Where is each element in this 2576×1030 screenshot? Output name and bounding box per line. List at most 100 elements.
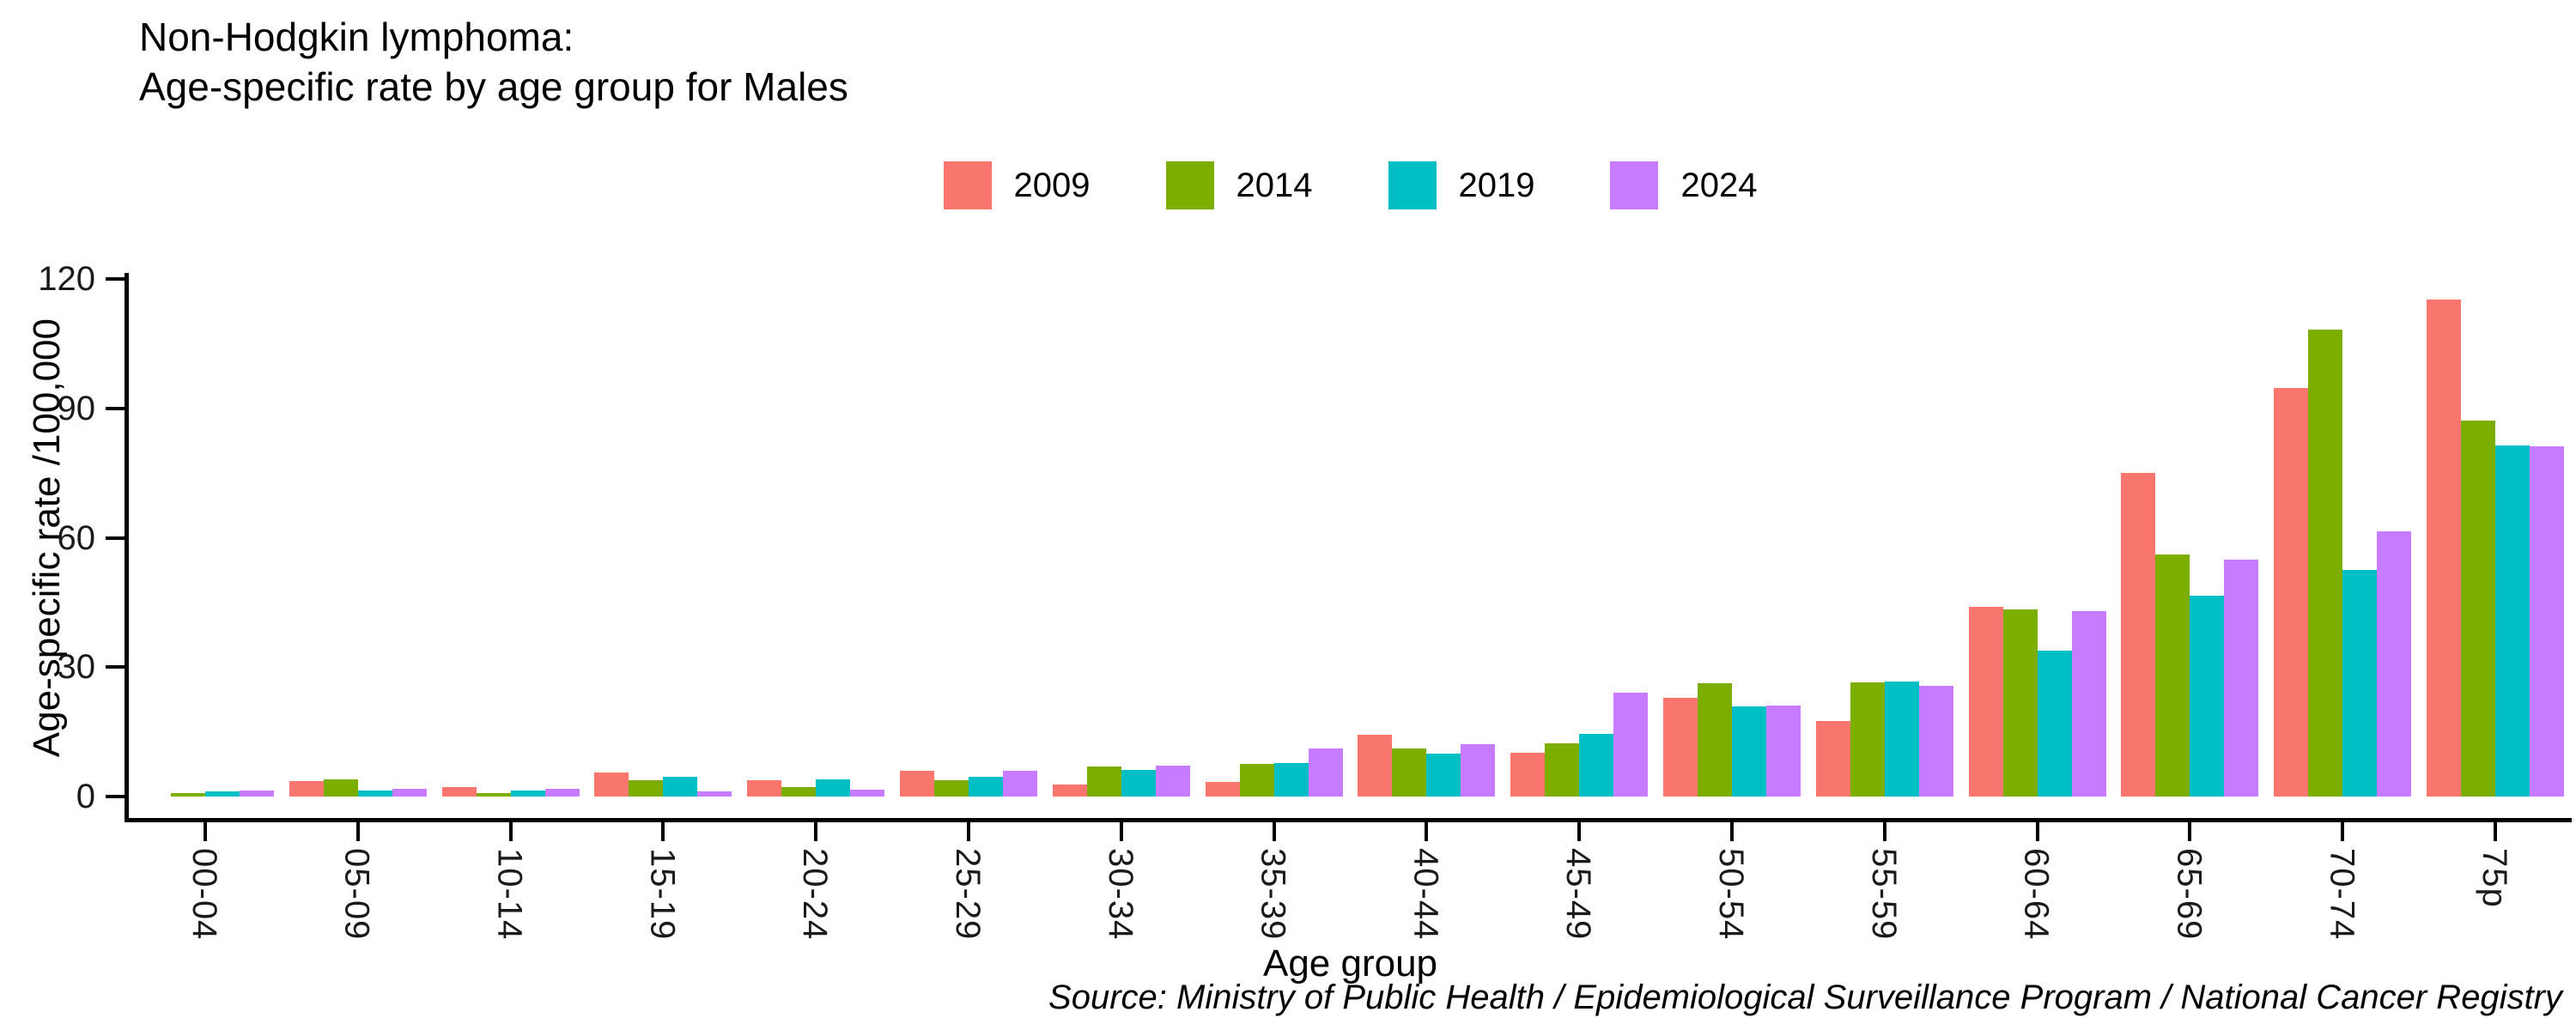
- y-tick-label-30: 30: [57, 648, 96, 687]
- chart-title-line-2: Age-specific rate by age group for Males: [139, 64, 848, 109]
- x-tick-60-64: [2035, 822, 2039, 841]
- x-tick-30-34: [1119, 822, 1123, 841]
- x-tick-10-14: [508, 822, 513, 841]
- x-tick-40-44: [1425, 822, 1429, 841]
- bar-2024-35-39: [1308, 748, 1343, 797]
- bar-2024-40-44: [1461, 744, 1496, 797]
- y-tick-120: [106, 277, 125, 281]
- legend-item-2024: 2024: [1610, 161, 1757, 209]
- y-axis-line: [125, 273, 129, 822]
- bar-2014-55-59: [1850, 682, 1885, 797]
- x-tick-label-00-04: 00-04: [185, 848, 223, 941]
- x-tick-label-45-49: 45-49: [1559, 848, 1598, 941]
- bar-2024-15-19: [697, 791, 732, 797]
- x-tick-65-69: [2188, 822, 2192, 841]
- legend-item-2019: 2019: [1388, 161, 1535, 209]
- bar-2024-55-59: [1918, 686, 1953, 797]
- x-tick-70-74: [2341, 822, 2345, 841]
- bar-2019-45-49: [1579, 734, 1614, 797]
- legend-label-2014: 2014: [1236, 167, 1313, 204]
- bar-2009-55-59: [1815, 720, 1850, 797]
- bar-2014-20-24: [781, 787, 817, 797]
- bar-2009-60-64: [1968, 606, 2003, 797]
- legend-label-2019: 2019: [1458, 167, 1535, 204]
- bar-2009-40-44: [1358, 735, 1393, 797]
- bar-2014-35-39: [1239, 763, 1274, 797]
- x-tick-label-35-39: 35-39: [1254, 848, 1292, 941]
- bar-2009-65-69: [2121, 472, 2156, 797]
- bar-2009-05-09: [289, 780, 324, 797]
- bar-2024-75p: [2530, 445, 2565, 797]
- x-tick-label-15-19: 15-19: [643, 848, 682, 941]
- bar-2014-50-54: [1698, 683, 1733, 797]
- bar-2014-30-34: [1086, 766, 1121, 797]
- bar-2019-10-14: [510, 791, 545, 797]
- bar-2019-55-59: [1884, 681, 1919, 797]
- y-tick-30: [106, 665, 125, 670]
- x-tick-label-65-69: 65-69: [2170, 848, 2208, 941]
- bar-2014-75p: [2461, 420, 2496, 797]
- bar-2024-60-64: [2071, 610, 2106, 797]
- legend-swatch-2014: [1165, 161, 1214, 209]
- bar-2024-00-04: [239, 791, 274, 797]
- x-tick-45-49: [1577, 822, 1582, 841]
- legend: 2009 2014 2019 2024: [129, 161, 2572, 209]
- legend-label-2009: 2009: [1013, 167, 1091, 204]
- bar-2014-25-29: [933, 780, 969, 797]
- source-credit: Source: Ministry of Public Health / Epid…: [1048, 978, 2562, 1016]
- bar-2014-05-09: [323, 779, 358, 797]
- legend-swatch-2009: [943, 161, 992, 209]
- x-tick-label-25-29: 25-29: [948, 848, 987, 941]
- x-tick-50-54: [1730, 822, 1735, 841]
- chart-title: Non-Hodgkin lymphoma: Age-specific rate …: [139, 12, 848, 112]
- bar-2019-40-44: [1426, 753, 1461, 797]
- bar-2009-45-49: [1510, 752, 1546, 797]
- x-tick-label-30-34: 30-34: [1101, 848, 1139, 941]
- bar-2014-65-69: [2155, 554, 2190, 797]
- bar-2019-25-29: [968, 776, 1003, 797]
- y-tick-label-60: 60: [57, 518, 96, 557]
- bar-2019-60-64: [2037, 650, 2072, 797]
- x-tick-label-50-54: 50-54: [1712, 848, 1751, 941]
- bar-2014-40-44: [1392, 748, 1427, 797]
- bar-2009-30-34: [1052, 784, 1087, 797]
- bar-2019-75p: [2495, 445, 2530, 797]
- bar-2024-50-54: [1766, 705, 1801, 797]
- x-tick-label-05-09: 05-09: [337, 848, 376, 941]
- bar-2024-70-74: [2377, 530, 2412, 797]
- legend-label-2024: 2024: [1680, 167, 1758, 204]
- bar-2014-00-04: [170, 793, 205, 797]
- bar-2019-70-74: [2342, 570, 2378, 797]
- bar-2019-15-19: [663, 777, 698, 797]
- x-tick-05-09: [355, 822, 360, 841]
- bar-2019-30-34: [1121, 769, 1156, 797]
- bar-2014-10-14: [476, 793, 511, 797]
- bar-2009-35-39: [1205, 782, 1240, 797]
- x-tick-label-40-44: 40-44: [1406, 848, 1445, 941]
- x-tick-75p: [2494, 822, 2498, 841]
- bar-2014-70-74: [2308, 329, 2343, 797]
- bar-2024-30-34: [1155, 765, 1190, 797]
- y-tick-label-120: 120: [38, 260, 95, 298]
- x-tick-label-60-64: 60-64: [2017, 848, 2056, 941]
- bar-2019-20-24: [816, 779, 851, 797]
- x-tick-00-04: [203, 822, 207, 841]
- bar-2024-10-14: [544, 788, 580, 797]
- bar-2024-45-49: [1613, 693, 1649, 797]
- x-tick-label-20-24: 20-24: [796, 848, 835, 941]
- bar-2024-05-09: [392, 789, 427, 797]
- x-tick-label-55-59: 55-59: [1864, 848, 1903, 941]
- y-tick-label-90: 90: [57, 389, 96, 427]
- y-tick-label-0: 0: [76, 778, 95, 815]
- legend-swatch-2024: [1610, 161, 1659, 209]
- bar-2024-65-69: [2224, 560, 2259, 797]
- bar-2009-10-14: [441, 787, 477, 797]
- bar-2009-20-24: [747, 780, 782, 797]
- legend-swatch-2019: [1388, 161, 1437, 209]
- x-axis-title: Age group: [1262, 942, 1438, 985]
- bar-2019-65-69: [2190, 595, 2225, 797]
- x-tick-label-75p: 75p: [2476, 848, 2514, 908]
- bar-2014-60-64: [2002, 609, 2038, 797]
- bar-2014-45-49: [1545, 743, 1580, 797]
